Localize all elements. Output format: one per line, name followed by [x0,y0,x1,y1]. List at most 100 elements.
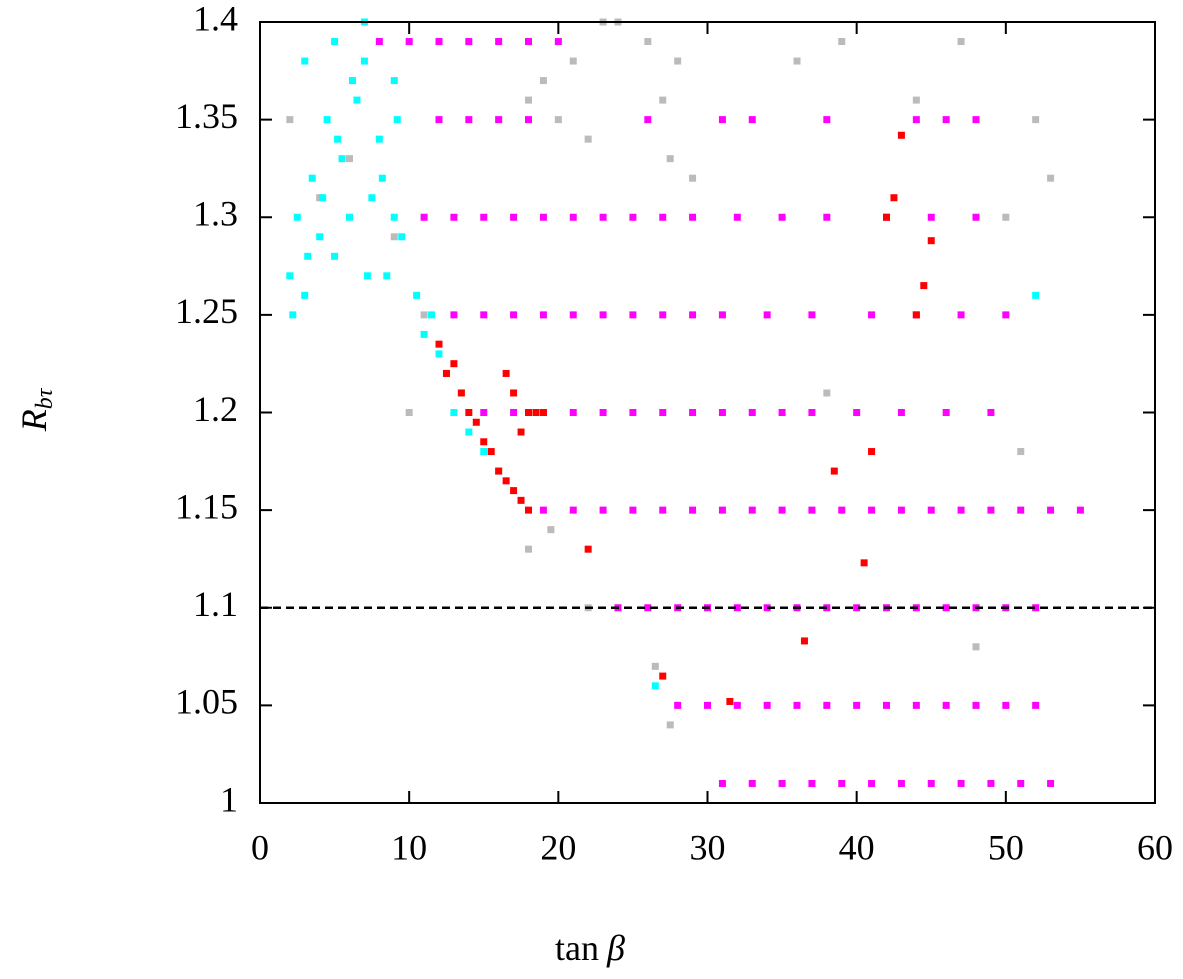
point [450,409,458,416]
point [942,409,950,416]
point [1017,448,1025,456]
point [383,272,391,280]
point [450,213,458,221]
point [510,311,518,319]
point [495,116,503,124]
point [942,116,950,124]
point [346,213,353,221]
point [390,233,398,241]
point [539,506,547,514]
plot-frame [259,21,1156,804]
point [428,311,436,319]
point [1002,701,1010,709]
x-tick-label: 10 [391,827,427,867]
point [510,213,518,221]
point [308,174,316,182]
point [539,213,547,221]
y-tick-label: 1.25 [175,291,238,331]
x-label-main: tan [555,928,599,968]
point [554,38,562,46]
point [890,194,898,202]
point [748,506,756,514]
point [338,155,346,163]
point [823,701,831,709]
point [569,57,577,65]
point [868,779,876,787]
point [502,477,510,485]
point [348,77,356,85]
point [868,448,876,456]
point [450,311,458,319]
point [972,213,980,221]
x-tick-label: 60 [1137,827,1173,867]
point [1002,311,1010,319]
point [659,96,667,104]
point [539,77,547,85]
point [316,233,324,241]
point [897,779,905,787]
point [599,409,607,416]
point [860,559,868,567]
point [942,604,950,612]
point [957,311,965,319]
point [718,779,726,787]
point [569,506,577,514]
point [927,237,935,245]
point [823,389,831,397]
point [748,779,756,787]
point [569,409,577,416]
point [375,135,383,143]
point [778,779,786,787]
point [957,38,965,46]
point [554,116,562,124]
y-tick-label: 1.2 [193,389,238,429]
point [435,38,443,46]
point [584,135,592,143]
point [689,409,697,416]
point [1047,506,1055,514]
point [629,506,637,514]
point [689,311,697,319]
point [398,233,406,241]
point [659,311,667,319]
x-tick-label: 30 [690,827,726,867]
point [912,701,920,709]
point [353,96,361,104]
point [748,409,756,416]
point [689,174,697,182]
point [800,637,808,645]
point [289,311,297,319]
point [435,116,443,124]
point [718,409,726,416]
point [972,701,980,709]
y-axis-label: Rbτ [14,387,57,432]
point [651,662,659,670]
point [629,409,637,416]
point [286,116,294,124]
point [927,779,935,787]
point [420,311,428,319]
point [897,506,905,514]
point [666,721,674,729]
point [674,57,682,65]
point [823,213,831,221]
point [659,672,667,680]
x-tick-label: 40 [839,827,875,867]
point [360,57,368,65]
point [793,57,801,65]
point [778,213,786,221]
point [465,116,473,124]
point [480,438,488,446]
x-label-symbol: β [606,928,625,968]
point [319,194,327,202]
point [838,506,846,514]
point [472,418,480,426]
point [569,311,577,319]
point [808,506,816,514]
point [390,213,398,221]
point [301,57,309,65]
point [301,291,309,299]
point [733,701,741,709]
point [763,311,771,319]
point [304,252,312,260]
